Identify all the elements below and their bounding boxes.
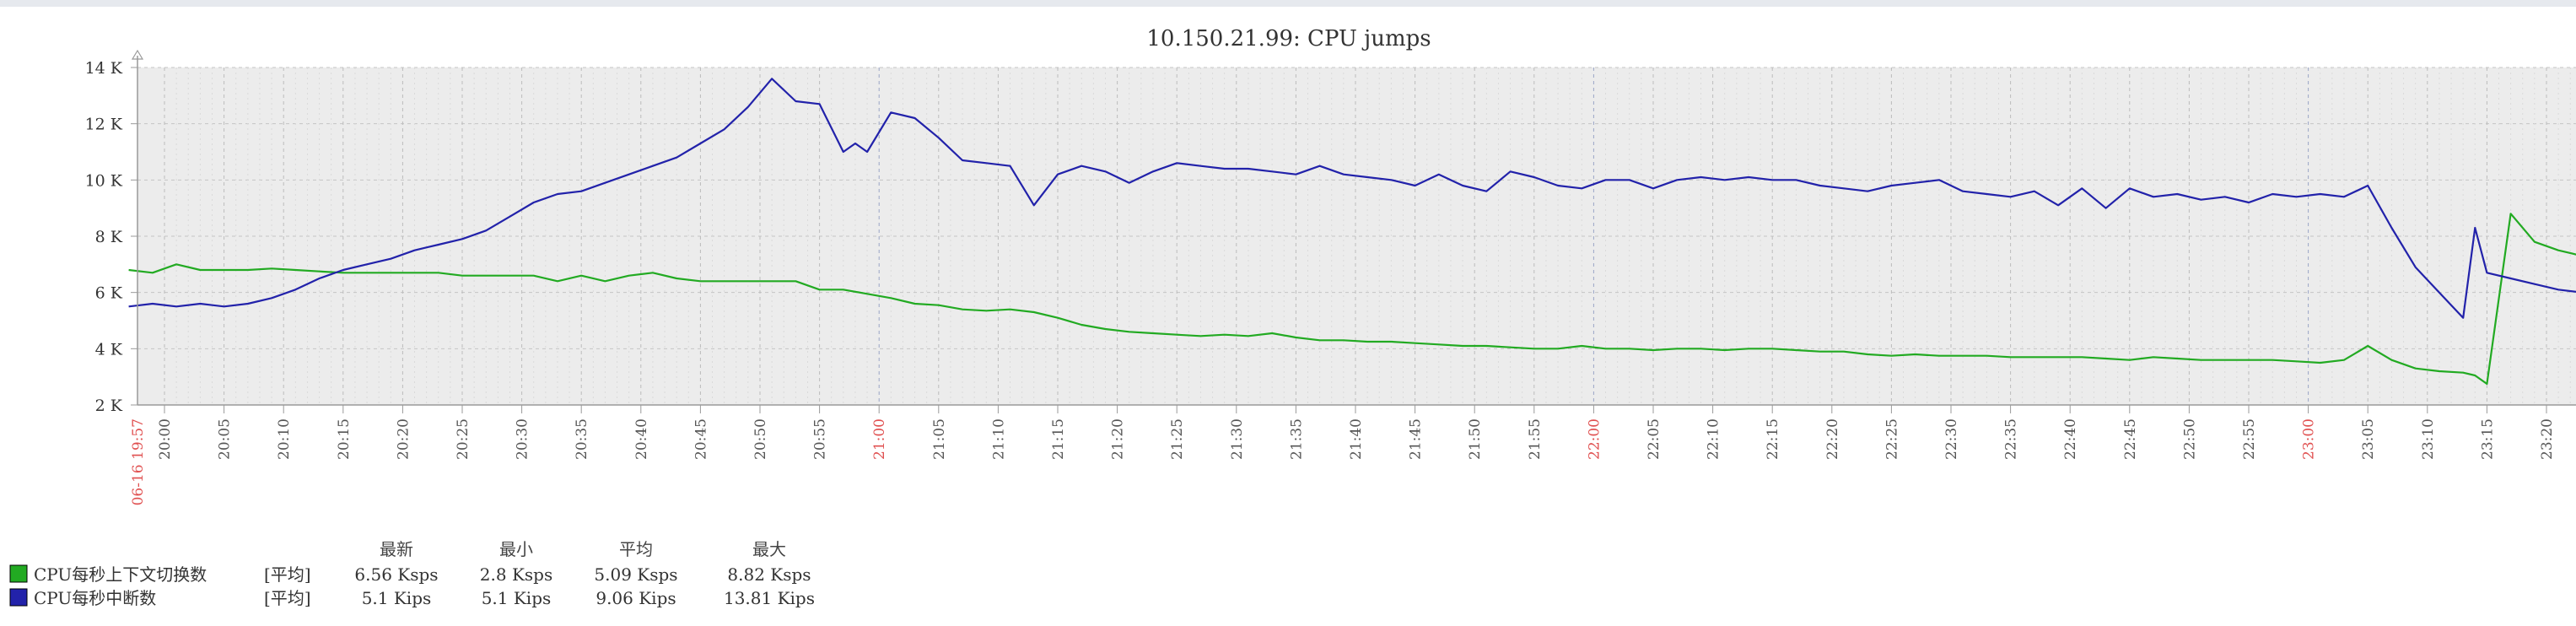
series-line-1 [128,78,2576,319]
chart-title: 10.150.21.99: CPU jumps [1146,26,1431,51]
legend-value: 5.1 Kips [482,588,552,608]
x-tick-label: 22:00 [1586,418,1603,460]
x-tick-label: 22:05 [1646,418,1663,460]
legend-series-name: CPU每秒上下文切换数 [34,564,207,585]
legend-header: 最小 [499,539,533,559]
x-tick-label: 21:00 [871,418,888,460]
x-tick-label: 23:15 [2479,418,2496,460]
legend-swatch [9,564,28,583]
axes [131,49,2576,406]
x-tick-label: 21:50 [1467,418,1484,460]
x-tick-label: 22:15 [1765,418,1781,460]
legend-value: 8.82 Ksps [727,564,811,585]
x-tick-label: 22:20 [1824,418,1841,460]
legend-value: 13.81 Kips [724,588,815,608]
x-tick-label: 20:35 [574,418,590,460]
y-tick-label: 12 K [85,116,123,134]
x-tick-label: 22:10 [1706,418,1722,460]
x-tick-label: 22:30 [1943,418,1960,460]
x-tick-label: 23:10 [2420,418,2437,460]
y-tick-label: 8 K [95,228,123,246]
x-tick-label: 20:55 [812,418,829,460]
y-tick-label: 10 K [85,171,123,190]
legend-value: 5.09 Ksps [594,564,677,585]
x-tick-label: 21:35 [1288,418,1305,460]
x-tick-label: 20:05 [217,418,234,460]
y-tick-label: 14 K [85,59,123,78]
x-tick-label: 20:00 [157,418,174,460]
x-tick-label: 23:20 [2539,418,2556,460]
x-tick-label: 22:25 [1883,418,1900,460]
x-tick-label: 21:55 [1527,418,1544,460]
x-tick-label: 22:40 [2062,418,2079,460]
x-tick-label: 20:40 [633,418,650,460]
legend-value: 6.56 Ksps [354,564,438,585]
x-tick-label: 21:25 [1169,418,1186,460]
legend-swatch [9,588,28,607]
x-tick-label: 23:05 [2360,418,2377,460]
x-tick-label: 21:20 [1110,418,1127,460]
x-tick-label: 20:15 [336,418,353,460]
x-tick-label: 21:10 [990,418,1007,460]
x-tick-label: 22:55 [2241,418,2258,460]
legend-value: 2.8 Ksps [480,564,552,585]
legend: 最新 最小 平均 最大 CPU每秒上下文切换数 [平均] 6.56 Ksps 2.8 Ksps… [9,539,815,608]
y-tick-label: 4 K [95,340,123,359]
x-axis: 20:00 20:05 20:10 20:15 20:20 20:25 20:30 20:35… [130,405,2556,505]
x-tick-label: 22:45 [2122,418,2139,460]
x-tick-label: 22:35 [2003,418,2020,460]
y-tick-label: 6 K [95,284,123,303]
x-tick-label: 21:30 [1229,418,1246,460]
x-tick-label: 21:45 [1408,418,1425,460]
legend-series-name: CPU每秒中断数 [34,588,156,608]
series-lines [128,78,2576,386]
legend-header: 最大 [752,539,786,559]
x-tick-label: 20:10 [276,418,293,460]
legend-value: 5.1 Kips [362,588,432,608]
y-tick-label: 2 K [95,397,123,415]
x-tick-label: 20:20 [395,418,412,460]
y-axis: 2 K 4 K 6 K 8 K 10 K 12 K 14 K [85,59,137,415]
x-tick-label: 23:00 [2301,418,2318,460]
x-tick-label: 20:45 [693,418,709,460]
x-tick-label: 22:50 [2181,418,2198,460]
x-tick-label: 21:05 [931,418,948,460]
series-line-0 [128,213,2576,386]
grid [137,67,2576,405]
legend-value: 9.06 Kips [595,588,676,608]
x-start-label: 06-16 19:57 [130,418,147,505]
legend-function: [平均] [264,588,311,608]
top-bar [0,0,2576,7]
x-tick-label: 20:30 [515,418,531,460]
legend-header: 最新 [380,539,413,559]
legend-header: 平均 [619,539,653,559]
x-tick-label: 20:50 [752,418,769,460]
y-axis-arrow-icon [131,49,144,60]
x-tick-label: 21:40 [1348,418,1365,460]
x-tick-label: 21:15 [1050,418,1067,460]
legend-function: [平均] [264,564,311,585]
x-tick-label: 20:25 [455,418,472,460]
